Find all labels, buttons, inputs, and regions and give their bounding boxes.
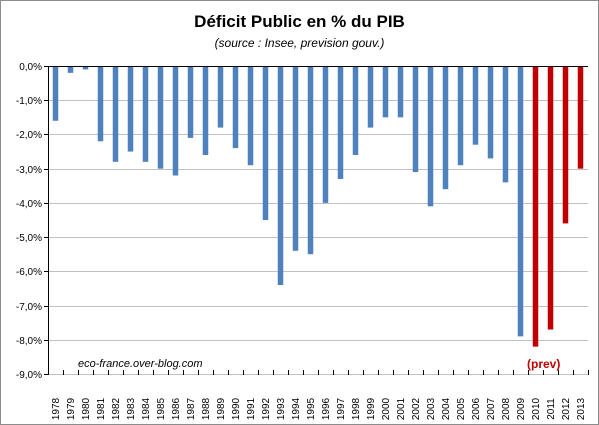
x-tick-label: 2008 [501,397,512,420]
bar-2013 [577,66,584,169]
bar-1978 [52,66,59,121]
x-tick-label: 2011 [546,398,557,420]
x-tick-label: 1992 [261,397,272,420]
bar-2001 [397,66,404,118]
x-tick-label: 2005 [456,397,467,420]
y-tick-label: -8,0% [16,336,42,347]
x-tick-label: 2012 [561,397,572,420]
x-tick-label: 1981 [96,397,107,420]
x-tick-label: 1995 [306,397,317,420]
bar-1998 [352,66,359,155]
bar-2007 [487,66,494,159]
y-axis-ticks: 0,0% -1,0% -2,0% -3,0% -4,0% -5,0% -6,0% -7,0% -… [16,62,48,381]
y-tick-label: -3,0% [16,165,42,176]
bar-1981 [97,66,104,142]
y-tick-label: -6,0% [16,267,42,278]
watermark-text: eco-france.over-blog.com [78,358,203,370]
bar-1991 [247,66,254,166]
bar-1986 [172,66,179,176]
x-tick-label: 1991 [246,397,257,420]
x-tick-label: 1978 [51,397,62,420]
y-tick-label: -7,0% [16,302,42,313]
bar-2010 [532,66,539,347]
bar-2006 [472,66,479,145]
y-tick-label: 0,0% [19,62,42,73]
bar-2011 [547,66,554,330]
x-tick-label: 2002 [411,397,422,420]
x-tick-label: 1993 [276,397,287,420]
bar-1990 [232,66,239,149]
bar-1982 [112,66,119,162]
bar-2003 [427,66,434,207]
x-axis-ticks: 1978 1979 1980 1981 1982 1983 1984 1985 1986 1987… [48,370,589,420]
x-tick-label: 2000 [381,397,392,420]
bar-1987 [187,66,194,138]
x-tick-label: 1987 [186,397,197,420]
x-tick-label: 2007 [486,397,497,420]
bars [52,66,584,347]
x-tick-label: 1989 [216,397,227,420]
x-tick-label: 1983 [126,397,137,420]
x-tick-label: 2004 [441,397,452,420]
x-tick-label: 2003 [426,397,437,420]
axes [48,66,588,374]
x-tick-label: 1985 [156,397,167,420]
bar-2012 [562,66,569,224]
chart-subtitle: (source : Insee, prevision gouv.) [214,36,385,50]
bar-1989 [217,66,224,128]
bar-1993 [277,66,284,286]
x-tick-label: 1984 [141,397,152,420]
bar-2008 [502,66,509,183]
y-tick-label: -4,0% [16,199,42,210]
bar-1994 [292,66,299,251]
x-tick-label: 2009 [516,397,527,420]
bar-2005 [457,66,464,166]
bar-2000 [382,66,389,118]
bar-1983 [127,66,134,152]
y-tick-label: -1,0% [16,96,42,107]
bar-1980 [82,66,89,70]
bar-1985 [157,66,164,169]
bar-1988 [202,66,209,155]
x-tick-label: 1979 [66,397,77,420]
y-tick-label: -5,0% [16,233,42,244]
bar-1999 [367,66,374,128]
x-tick-label: 1988 [201,397,212,420]
x-tick-label: 1999 [366,397,377,420]
bar-1984 [142,66,149,162]
bar-2002 [412,66,419,173]
forecast-label: (prev) [527,357,560,371]
x-tick-label: 1994 [291,397,302,420]
bar-1995 [307,66,314,255]
x-tick-label: 2006 [471,397,482,420]
y-tick-label: -2,0% [16,130,42,141]
x-tick-label: 1990 [231,397,242,420]
bar-2004 [442,66,449,190]
x-tick-label: 1980 [81,397,92,420]
x-tick-label: 1996 [321,397,332,420]
x-tick-label: 1998 [351,397,362,420]
x-tick-label: 1997 [336,397,347,420]
x-tick-label: 2010 [531,397,542,420]
bar-1997 [337,66,344,179]
chart-title: Déficit Public en % du PIB [194,12,405,31]
x-tick-label: 2001 [396,397,407,420]
bar-1979 [67,66,74,73]
bar-1992 [262,66,269,220]
x-tick-label: 1986 [171,397,182,420]
y-tick-label: -9,0% [16,370,42,381]
x-tick-label: 2013 [576,397,587,420]
x-tick-label: 1982 [111,397,122,420]
bar-2009 [517,66,524,337]
bar-1996 [322,66,329,203]
